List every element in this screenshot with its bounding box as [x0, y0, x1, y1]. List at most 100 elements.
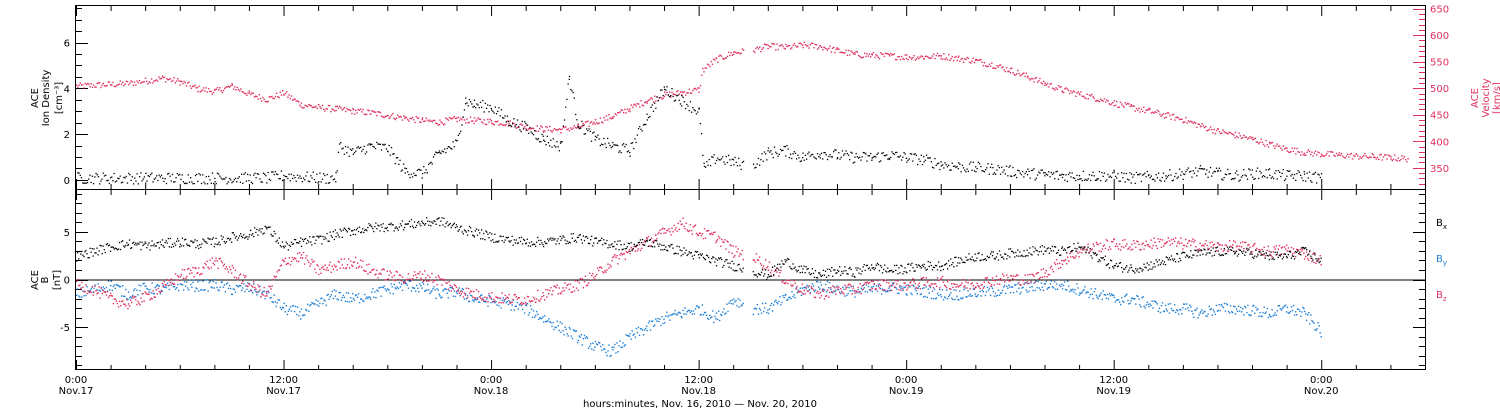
velocity-point: [660, 96, 662, 99]
by-point: [82, 290, 84, 292]
ion-density-point: [924, 159, 926, 161]
velocity-point: [314, 106, 316, 108]
velocity-point: [407, 118, 409, 121]
bz-point: [1102, 245, 1104, 247]
by-point: [339, 291, 341, 294]
velocity-point: [771, 42, 773, 45]
velocity-point: [698, 91, 700, 93]
by-point: [1211, 314, 1213, 316]
bz-point: [982, 287, 984, 289]
by-point: [1311, 319, 1313, 322]
ion-density-point: [462, 116, 464, 118]
velocity-point: [246, 94, 248, 97]
bz-point: [782, 280, 784, 282]
bz-point: [507, 297, 510, 299]
ion-density-point: [88, 178, 90, 180]
ion-density-point: [191, 181, 193, 183]
ion-density-point: [206, 183, 209, 185]
velocity-point: [802, 44, 804, 46]
by-point: [930, 297, 933, 300]
by-point: [619, 340, 621, 342]
by-point: [810, 287, 813, 290]
bz-point: [395, 270, 397, 273]
ion-density-point: [598, 138, 600, 140]
bx-point: [76, 260, 78, 262]
by-point: [862, 284, 864, 286]
bz-point: [700, 235, 703, 237]
by-point: [1307, 314, 1309, 316]
velocity-point: [168, 78, 170, 81]
by-point: [310, 303, 312, 306]
bx-point: [127, 244, 129, 247]
by-point: [355, 294, 358, 296]
velocity-point: [272, 97, 274, 99]
ion-density-point: [1316, 182, 1318, 184]
by-point: [1068, 285, 1070, 287]
ion-density-point: [484, 102, 486, 105]
by-point: [1199, 312, 1201, 314]
velocity-point: [652, 101, 655, 103]
by-point: [1190, 306, 1192, 308]
ion-density-point: [810, 154, 813, 156]
velocity-point: [385, 115, 388, 117]
velocity-point: [1061, 90, 1063, 92]
by-point: [1149, 303, 1151, 305]
bz-point: [1197, 249, 1199, 251]
velocity-point: [759, 46, 761, 48]
bz-point: [755, 253, 758, 255]
bz-point: [985, 277, 988, 280]
velocity-point: [807, 45, 809, 47]
by-point: [396, 286, 398, 288]
bz-point: [281, 259, 284, 261]
velocity-point: [784, 48, 787, 50]
ion-density-point: [831, 156, 834, 158]
ion-density-point: [896, 151, 898, 154]
bz-point: [241, 282, 243, 284]
bz-point: [1117, 248, 1120, 250]
bz-point: [333, 264, 336, 266]
by-point: [132, 294, 134, 297]
ion-density-point: [804, 154, 807, 156]
velocity-point: [252, 92, 254, 95]
by-point: [407, 287, 410, 289]
by-point: [687, 309, 689, 312]
ion-density-point: [975, 171, 977, 173]
velocity-point: [1085, 97, 1087, 100]
by-point: [1037, 280, 1039, 283]
ion-density-point: [1150, 175, 1152, 177]
bz-point: [591, 274, 593, 277]
by-point: [838, 288, 840, 291]
bz-point: [496, 296, 498, 299]
by-point: [1186, 303, 1188, 305]
by-point: [911, 293, 913, 296]
velocity-point: [602, 122, 604, 124]
ion-density-point: [1170, 174, 1172, 176]
by-point: [941, 289, 944, 291]
by-point: [831, 290, 833, 293]
bz-point: [272, 278, 274, 281]
bz-point: [1069, 252, 1071, 255]
ion-density-point: [989, 166, 992, 168]
ion-density-point: [631, 142, 634, 144]
bz-point: [890, 289, 893, 292]
by-point: [1000, 292, 1003, 294]
velocity-point: [255, 95, 257, 97]
bz-point: [673, 224, 675, 227]
velocity-point: [698, 87, 700, 89]
bz-point: [730, 245, 732, 247]
bz-point: [756, 259, 759, 261]
bz-point: [881, 289, 884, 291]
bz-point: [995, 275, 998, 277]
ion-density-point: [828, 155, 830, 158]
velocity-point: [1407, 158, 1409, 160]
bz-point: [704, 237, 707, 239]
by-point: [672, 313, 674, 315]
velocity-point: [673, 93, 676, 95]
velocity-point: [989, 65, 992, 67]
ion-density-point: [78, 172, 80, 174]
bz-point: [228, 266, 231, 268]
ion-density-point: [1028, 170, 1030, 172]
ion-density-point: [509, 124, 511, 126]
velocity-point: [401, 119, 404, 121]
ion-density-point: [510, 125, 513, 127]
